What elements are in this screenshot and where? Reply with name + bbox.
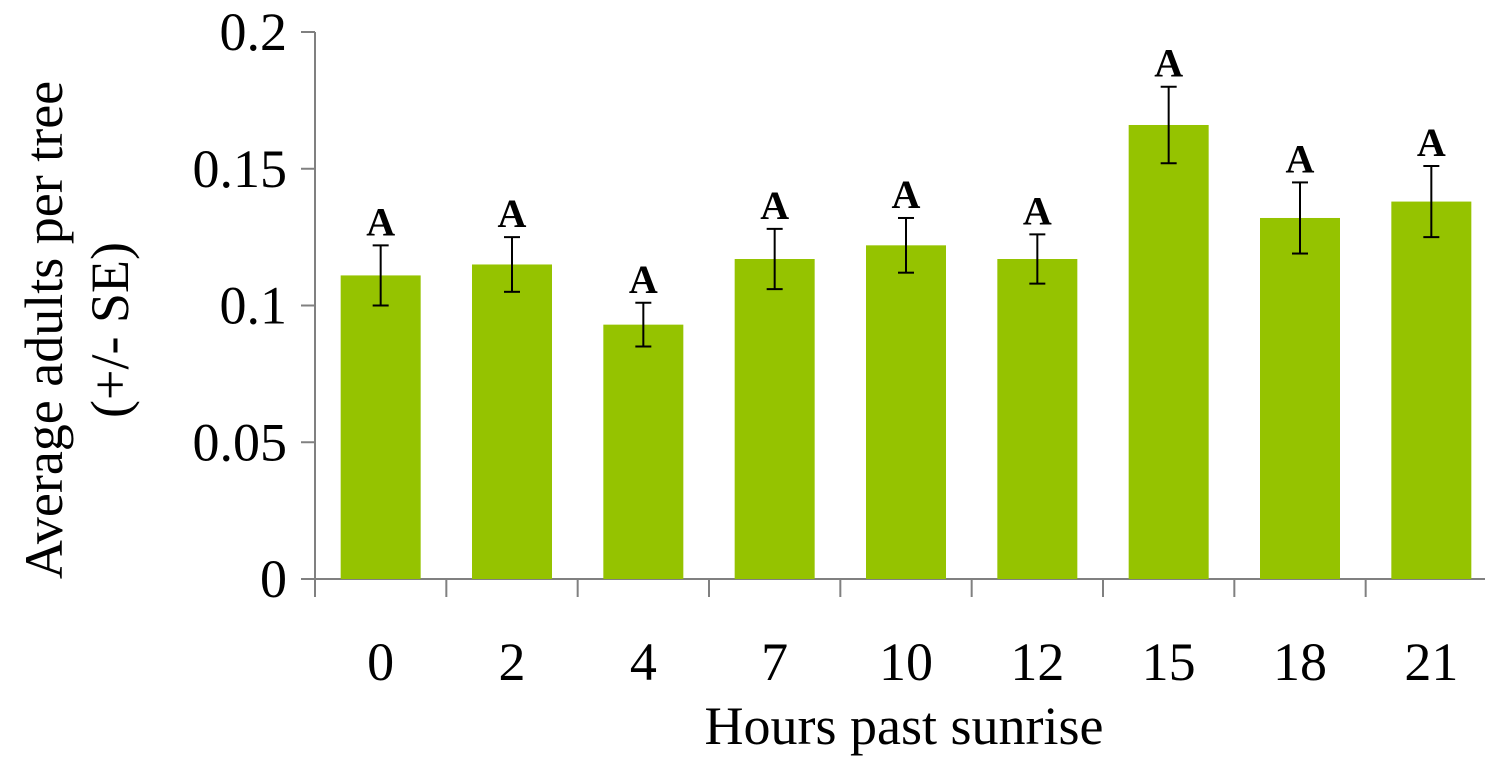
bar [734,259,815,579]
significance-label: A [892,172,921,217]
y-axis: 0 0.05 0.1 0.15 0.2 [193,2,316,609]
y-tick-label: 0.05 [193,412,288,472]
significance-label: A [1023,188,1052,233]
significance-label: A [1417,120,1446,165]
y-axis-title-line-2: (+/- SE) [80,242,140,418]
y-axis-title: Average adults per tree (+/- SE) [14,81,140,579]
bar [603,324,684,579]
x-tick-label: 21 [1404,632,1458,692]
bar [1128,124,1209,580]
bar [997,259,1078,579]
x-tick-label: 15 [1142,632,1196,692]
x-tick-label: 0 [367,632,394,692]
significance-label: A [366,199,395,244]
x-axis: 0 2 4 7 10 12 15 18 21 [314,578,1485,692]
y-tick-label: 0.1 [220,276,288,336]
significance-label: A [760,183,789,228]
y-tick-label: 0 [260,549,287,609]
x-tick-label: 10 [879,632,933,692]
bars: A A A A A A A A A [340,41,1472,580]
significance-label: A [1286,136,1315,181]
y-tick-label: 0.2 [220,2,288,62]
x-tick-label: 18 [1273,632,1327,692]
x-tick-label: 2 [499,632,526,692]
significance-label: A [498,191,527,236]
bar [1391,201,1472,579]
x-tick-label: 12 [1010,632,1064,692]
x-tick-label: 4 [630,632,657,692]
bar [340,275,421,579]
y-tick-label: 0.15 [193,139,288,199]
bar [866,245,946,579]
y-axis-title-line-1: Average adults per tree [14,81,74,579]
x-axis-title: Hours past sunrise [705,696,1104,756]
significance-label: A [629,257,658,302]
significance-label: A [1154,41,1183,86]
bar [1260,217,1340,580]
x-tick-label: 7 [761,632,788,692]
bar [472,264,552,579]
